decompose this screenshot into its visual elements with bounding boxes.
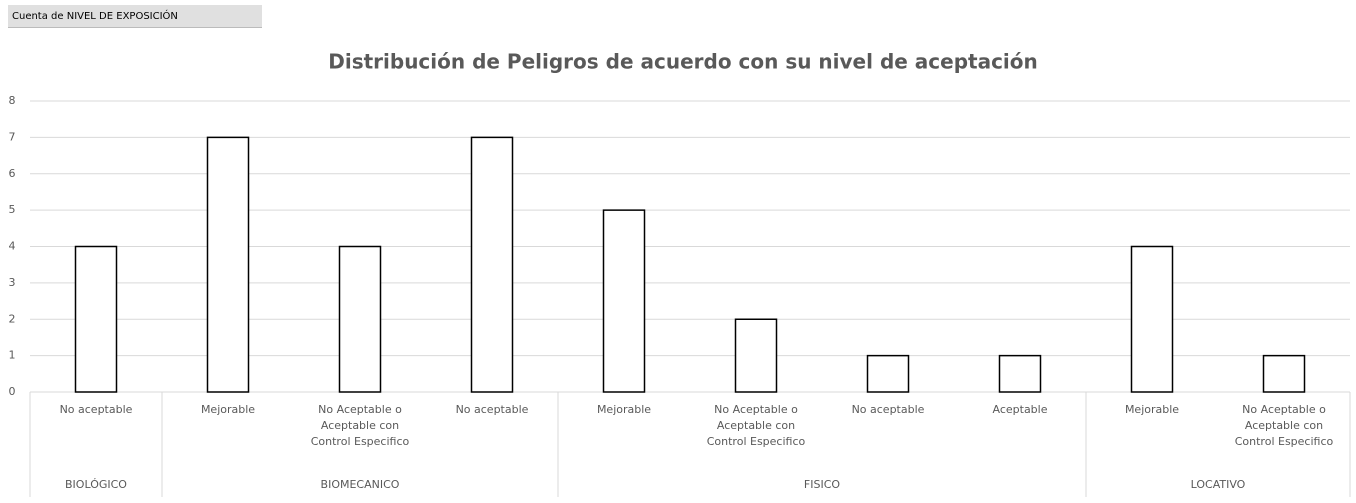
- group-label: LOCATIVO: [1191, 478, 1246, 491]
- y-tick-label: 6: [9, 167, 16, 180]
- bar: [866, 354, 910, 393]
- y-tick-label: 3: [9, 276, 16, 289]
- y-tick-label: 2: [9, 312, 16, 325]
- bar: [338, 245, 382, 393]
- x-tick-label: No Aceptable o Aceptable con Control Esp…: [310, 403, 410, 448]
- group-label: BIOMECANICO: [321, 478, 400, 491]
- field-button[interactable]: Cuenta de NIVEL DE EXPOSICIÓN: [8, 5, 262, 28]
- x-tick-label: No aceptable: [851, 403, 925, 416]
- y-tick-label: 4: [9, 240, 16, 253]
- x-tick-label: No Aceptable o Aceptable con Control Esp…: [706, 403, 806, 448]
- x-tick-label: No Aceptable o Aceptable con Control Esp…: [1234, 403, 1334, 448]
- chart-title: Distribución de Peligros de acuerdo con …: [328, 50, 1038, 74]
- group-label: FISICO: [804, 478, 840, 491]
- y-tick-label: 0: [9, 385, 16, 398]
- y-tick-label: 8: [9, 94, 16, 107]
- bar: [1130, 245, 1174, 393]
- group-label: BIOLÓGICO: [65, 478, 127, 491]
- y-tick-label: 1: [9, 349, 16, 362]
- y-tick-label: 7: [9, 130, 16, 143]
- x-tick-label: Aceptable: [992, 403, 1048, 416]
- x-tick-label: Mejorable: [1124, 403, 1180, 416]
- bar: [74, 245, 118, 393]
- bar: [470, 136, 514, 393]
- bar: [602, 209, 646, 393]
- y-tick-label: 5: [9, 203, 16, 216]
- x-tick-label: No aceptable: [455, 403, 529, 416]
- x-tick-label: Mejorable: [200, 403, 256, 416]
- bar: [734, 318, 778, 393]
- x-tick-label: Mejorable: [596, 403, 652, 416]
- bar: [206, 136, 250, 393]
- bar: [998, 354, 1042, 393]
- bar: [1262, 354, 1306, 393]
- x-tick-label: No aceptable: [59, 403, 133, 416]
